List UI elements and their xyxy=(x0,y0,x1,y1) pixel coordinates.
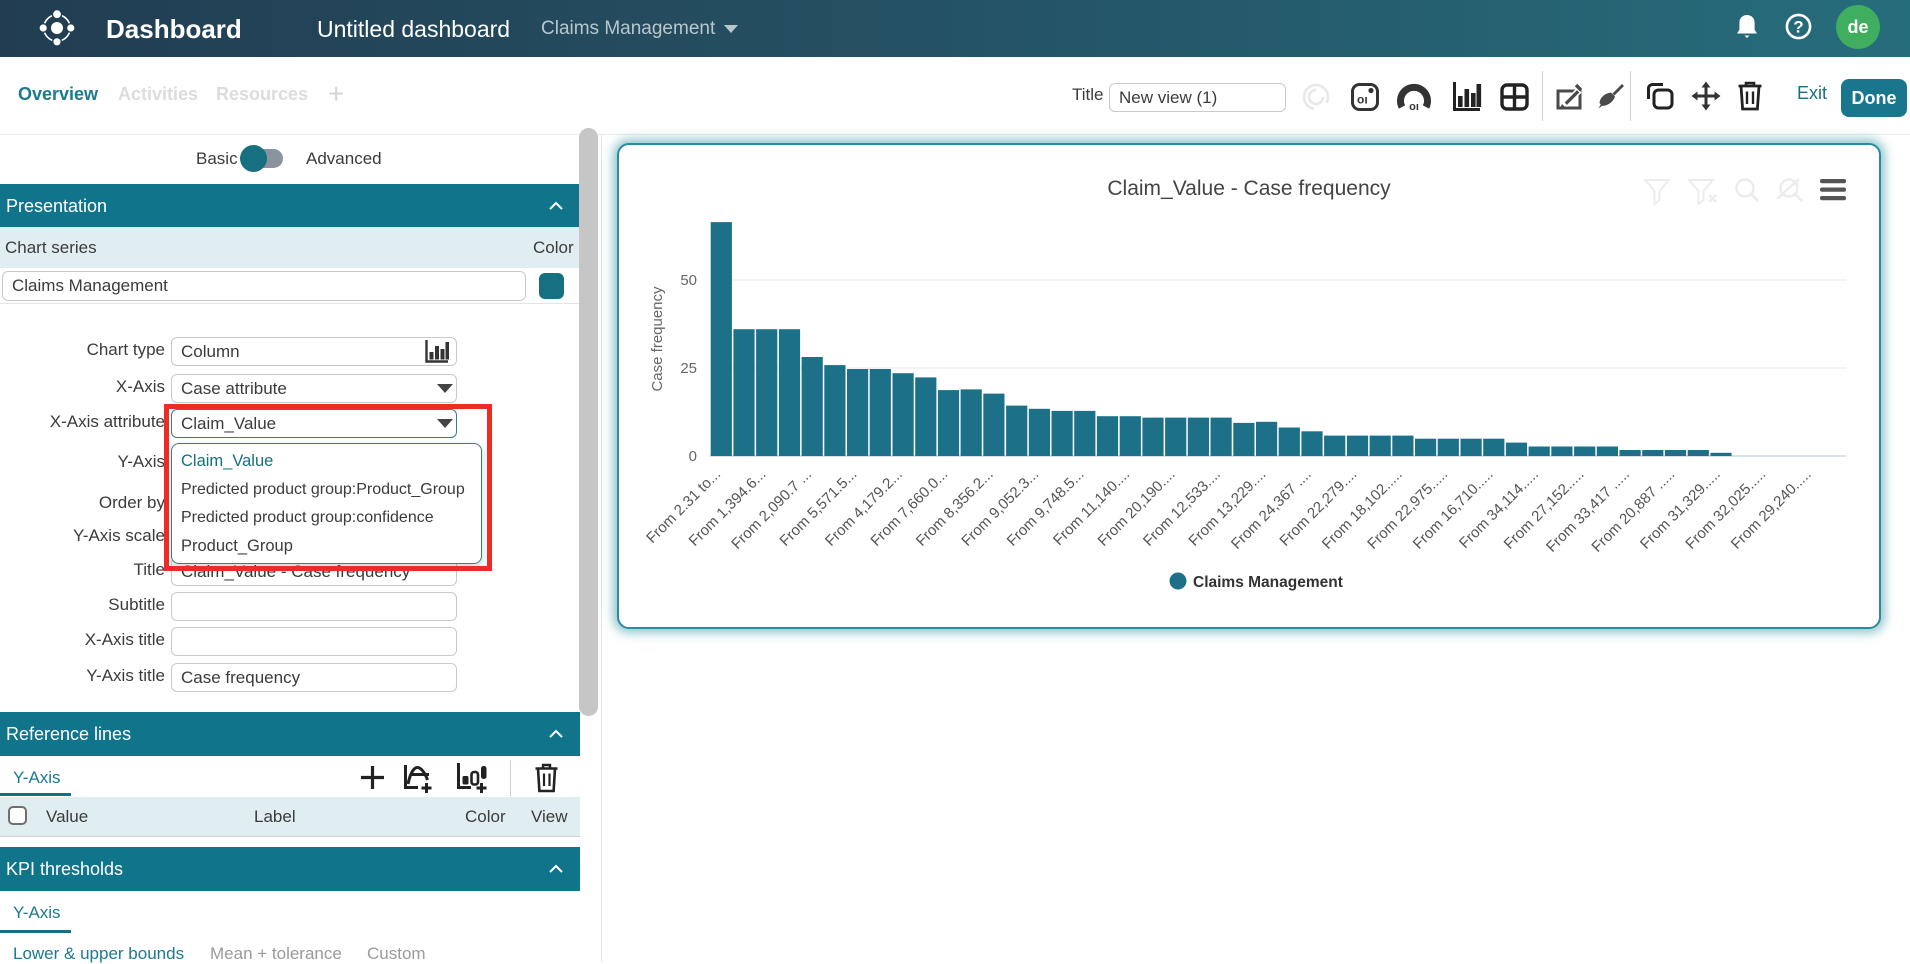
svg-text:From 32,025.....: From 32,025..... xyxy=(1682,466,1769,553)
svg-text:From 27,152.....: From 27,152..... xyxy=(1501,466,1588,553)
svg-text:From 29,240.....: From 29,240..... xyxy=(1728,466,1815,553)
svg-text:From 22,975.....: From 22,975..... xyxy=(1364,466,1451,553)
svg-text:From 2,090.7 ...: From 2,090.7 ... xyxy=(728,466,815,553)
svg-text:Claims Management: Claims Management xyxy=(1193,574,1343,591)
svg-text:From 16,710.....: From 16,710..... xyxy=(1410,466,1497,553)
svg-text:Claim_Value - Case frequency: Claim_Value - Case frequency xyxy=(1107,177,1391,200)
svg-text:From 18,102.....: From 18,102..... xyxy=(1319,466,1406,553)
svg-text:oı: oı xyxy=(1409,101,1419,112)
svg-text:?: ? xyxy=(1793,18,1803,37)
svg-text:From 34,114.....: From 34,114..... xyxy=(1456,466,1542,552)
svg-text:From 31,329.....: From 31,329..... xyxy=(1637,466,1724,553)
svg-text:oı: oı xyxy=(1357,93,1368,107)
svg-text:From 24,367 ....: From 24,367 .... xyxy=(1228,466,1315,553)
svg-text:25: 25 xyxy=(680,360,697,377)
svg-text:From 20,887 .....: From 20,887 ..... xyxy=(1588,466,1678,556)
svg-text:Case frequency: Case frequency xyxy=(649,286,666,392)
svg-text:0: 0 xyxy=(689,448,697,465)
svg-text:From 33,417 .....: From 33,417 ..... xyxy=(1543,466,1633,556)
svg-text:50: 50 xyxy=(680,272,697,289)
